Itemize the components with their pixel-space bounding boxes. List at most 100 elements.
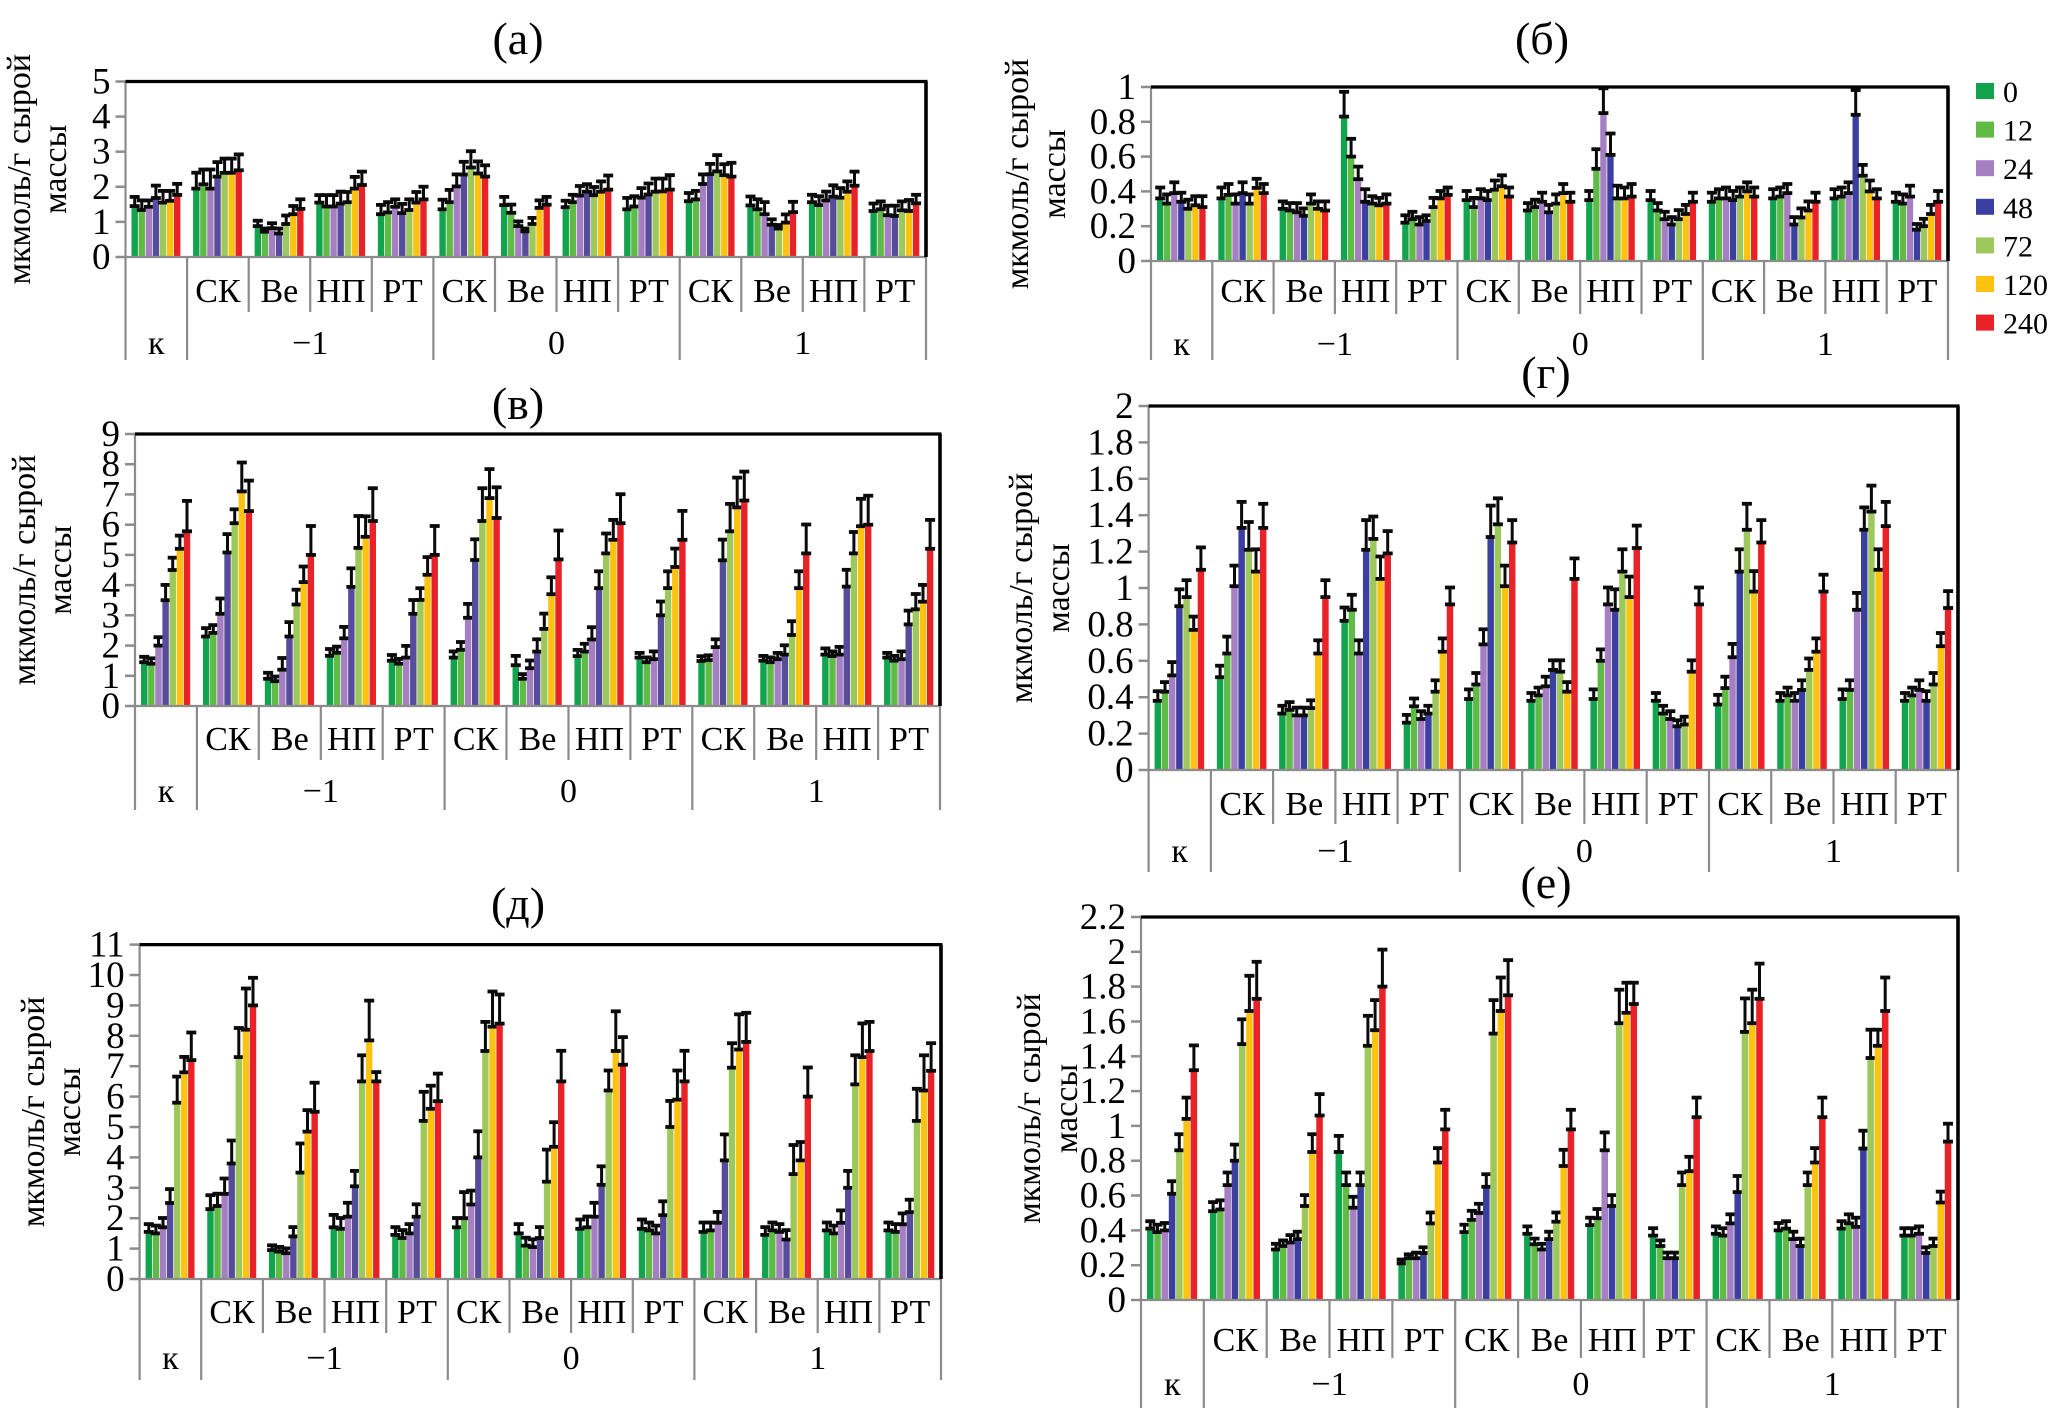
svg-text:3: 3 bbox=[92, 132, 111, 173]
svg-text:0.8: 0.8 bbox=[1090, 102, 1136, 143]
svg-text:5: 5 bbox=[106, 1107, 125, 1148]
svg-text:2: 2 bbox=[102, 626, 121, 667]
svg-text:(в): (в) bbox=[492, 378, 544, 429]
svg-text:мкмоль/г сырой: мкмоль/г сырой bbox=[1003, 473, 1040, 704]
svg-text:Ве: Ве bbox=[753, 273, 791, 310]
svg-text:массы: массы bbox=[1040, 543, 1077, 633]
svg-text:НП: НП bbox=[577, 1294, 626, 1331]
svg-text:СК: СК bbox=[701, 721, 747, 758]
svg-text:мкмоль/г сырой: мкмоль/г сырой bbox=[999, 59, 1036, 290]
svg-text:2: 2 bbox=[1115, 386, 1134, 427]
svg-text:0: 0 bbox=[1572, 1366, 1589, 1403]
svg-text:1: 1 bbox=[1115, 568, 1134, 609]
svg-text:1: 1 bbox=[1817, 326, 1834, 363]
svg-text:РТ: РТ bbox=[889, 721, 929, 758]
svg-text:5: 5 bbox=[102, 535, 121, 576]
svg-text:0.4: 0.4 bbox=[1090, 171, 1136, 212]
svg-text:120: 120 bbox=[2003, 269, 2048, 302]
svg-text:−1: −1 bbox=[306, 1340, 342, 1377]
svg-text:7: 7 bbox=[106, 1046, 125, 1087]
svg-text:Ве: Ве bbox=[1279, 1322, 1317, 1359]
svg-text:РТ: РТ bbox=[875, 273, 915, 310]
svg-text:РТ: РТ bbox=[394, 721, 434, 758]
svg-text:(а): (а) bbox=[492, 13, 543, 64]
svg-text:6: 6 bbox=[106, 1077, 125, 1118]
svg-text:СК: СК bbox=[1468, 786, 1514, 823]
svg-text:1: 1 bbox=[102, 656, 121, 697]
svg-text:РТ: РТ bbox=[1658, 786, 1698, 823]
svg-text:НП: НП bbox=[824, 1294, 873, 1331]
svg-text:НП: НП bbox=[563, 273, 612, 310]
svg-text:0: 0 bbox=[1572, 326, 1589, 363]
svg-text:СК: СК bbox=[1219, 786, 1265, 823]
svg-text:−1: −1 bbox=[1317, 326, 1353, 363]
svg-text:Ве: Ве bbox=[766, 721, 804, 758]
svg-text:−1: −1 bbox=[1317, 833, 1353, 870]
svg-text:РТ: РТ bbox=[641, 721, 681, 758]
svg-text:1.8: 1.8 bbox=[1080, 967, 1126, 1008]
svg-text:1: 1 bbox=[1825, 833, 1842, 870]
svg-text:0: 0 bbox=[560, 773, 577, 810]
svg-text:СК: СК bbox=[205, 721, 251, 758]
svg-text:НП: НП bbox=[1341, 273, 1390, 310]
svg-text:Ве: Ве bbox=[1534, 786, 1572, 823]
svg-text:НП: НП bbox=[1586, 273, 1635, 310]
svg-text:РТ: РТ bbox=[1404, 1322, 1444, 1359]
svg-text:Ве: Ве bbox=[1776, 273, 1814, 310]
svg-text:2: 2 bbox=[92, 167, 111, 208]
svg-text:0.4: 0.4 bbox=[1087, 677, 1133, 718]
svg-text:СК: СК bbox=[1711, 273, 1757, 310]
svg-text:0: 0 bbox=[563, 1340, 580, 1377]
svg-text:1.4: 1.4 bbox=[1080, 1036, 1126, 1077]
svg-text:Ве: Ве bbox=[1531, 273, 1569, 310]
svg-text:к: к bbox=[1164, 1366, 1181, 1403]
svg-text:Ве: Ве bbox=[519, 721, 557, 758]
svg-text:0: 0 bbox=[92, 237, 111, 278]
svg-text:НП: НП bbox=[1336, 1322, 1385, 1359]
svg-text:2: 2 bbox=[1108, 932, 1127, 973]
svg-text:СК: СК bbox=[703, 1294, 749, 1331]
svg-text:0: 0 bbox=[106, 1259, 125, 1300]
svg-text:СК: СК bbox=[1466, 273, 1512, 310]
svg-text:1.2: 1.2 bbox=[1080, 1071, 1126, 1112]
svg-text:0.6: 0.6 bbox=[1080, 1176, 1126, 1217]
svg-text:СК: СК bbox=[209, 1294, 255, 1331]
svg-text:к: к bbox=[1173, 326, 1190, 363]
svg-text:РТ: РТ bbox=[629, 273, 669, 310]
svg-text:4: 4 bbox=[102, 565, 121, 606]
svg-text:мкмоль/г сырой: мкмоль/г сырой bbox=[6, 455, 43, 686]
svg-text:РТ: РТ bbox=[383, 273, 423, 310]
svg-text:массы: массы bbox=[42, 525, 79, 615]
svg-text:СК: СК bbox=[1715, 1322, 1761, 1359]
svg-text:НП: НП bbox=[1831, 273, 1880, 310]
svg-text:массы: массы bbox=[1036, 129, 1073, 219]
svg-text:0.6: 0.6 bbox=[1087, 641, 1133, 682]
svg-text:0.8: 0.8 bbox=[1080, 1141, 1126, 1182]
svg-text:Ве: Ве bbox=[768, 1294, 806, 1331]
svg-text:Ве: Ве bbox=[271, 721, 309, 758]
svg-text:Ве: Ве bbox=[1531, 1322, 1569, 1359]
svg-text:РТ: РТ bbox=[1652, 273, 1692, 310]
svg-text:240: 240 bbox=[2003, 308, 2048, 341]
svg-text:массы: массы bbox=[51, 1067, 88, 1157]
svg-text:0.2: 0.2 bbox=[1087, 714, 1133, 755]
svg-text:массы: массы bbox=[1048, 1064, 1085, 1154]
svg-text:0: 0 bbox=[1115, 750, 1134, 791]
svg-text:РТ: РТ bbox=[644, 1294, 684, 1331]
svg-text:0: 0 bbox=[102, 686, 121, 727]
svg-text:Ве: Ве bbox=[261, 273, 299, 310]
svg-text:0.8: 0.8 bbox=[1087, 604, 1133, 645]
svg-text:СК: СК bbox=[442, 273, 488, 310]
svg-text:РТ: РТ bbox=[1407, 273, 1447, 310]
svg-text:−1: −1 bbox=[1311, 1366, 1347, 1403]
svg-text:мкмоль/г сырой: мкмоль/г сырой bbox=[1, 54, 38, 285]
svg-text:0.2: 0.2 bbox=[1090, 206, 1136, 247]
svg-text:−1: −1 bbox=[303, 773, 339, 810]
svg-text:1.6: 1.6 bbox=[1080, 1002, 1126, 1043]
svg-text:массы: массы bbox=[37, 124, 74, 214]
svg-text:0: 0 bbox=[1118, 241, 1137, 282]
svg-text:НП: НП bbox=[331, 1294, 380, 1331]
svg-text:1: 1 bbox=[808, 773, 825, 810]
svg-text:Ве: Ве bbox=[1285, 786, 1323, 823]
svg-text:СК: СК bbox=[1213, 1322, 1259, 1359]
